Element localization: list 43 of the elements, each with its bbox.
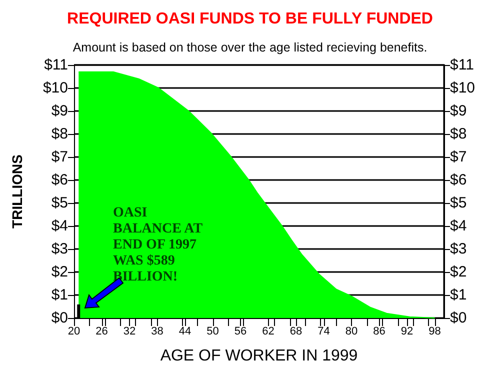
y2-tick-label: $8 xyxy=(450,126,467,142)
y-tick-label: $2 xyxy=(51,264,68,280)
x-tick-label: 44 xyxy=(178,326,192,338)
x-tick-label: 32 xyxy=(123,326,136,338)
y-tick-label: $0 xyxy=(51,310,68,326)
y2-tick-label: $5 xyxy=(450,194,467,212)
y-tick-label: $7 xyxy=(51,148,68,166)
y-tick-label: $11 xyxy=(44,56,68,74)
y-tick-label: $9 xyxy=(51,102,68,120)
y2-tick-label: $10 xyxy=(450,80,476,96)
y2-tick-label: $9 xyxy=(450,102,467,120)
x-tick-label: 56 xyxy=(234,326,247,338)
y2-tick-label: $4 xyxy=(450,218,467,234)
y2-tick-label: $7 xyxy=(450,148,467,166)
y-tick-label: $6 xyxy=(51,172,68,188)
y-tick-label: $1 xyxy=(51,286,68,304)
y2-tick-label: $1 xyxy=(450,286,467,304)
y-tick-label: $3 xyxy=(51,240,68,258)
x-tick-label: 80 xyxy=(345,326,358,338)
x-tick-label: 26 xyxy=(96,326,108,338)
y2-tick-label: $3 xyxy=(450,240,467,258)
y2-tick-label: $6 xyxy=(450,172,467,188)
x-tick-label: 74 xyxy=(318,326,330,338)
y2-tick-label: $0 xyxy=(450,310,467,326)
chart-subtitle: Amount is based on those over the age listed recieving benefits. xyxy=(72,40,428,54)
x-tick-label: 50 xyxy=(206,326,219,338)
y-axis-title: TRILLIONS xyxy=(9,154,25,228)
x-tick-label: 92 xyxy=(400,326,414,338)
y2-tick-label: $2 xyxy=(450,264,467,280)
x-tick-label: 62 xyxy=(262,326,274,338)
y-tick-label: $4 xyxy=(51,218,68,234)
x-axis-title: AGE OF WORKER IN 1999 xyxy=(160,348,358,364)
x-tick-label: 68 xyxy=(290,326,302,338)
x-tick-label: 38 xyxy=(151,326,164,338)
x-tick-label: 20 xyxy=(68,326,80,338)
y-tick-label: $5 xyxy=(51,194,68,212)
annotation: OASI BALANCE AT END OF 1997 WAS $589 BILLION! xyxy=(113,206,206,284)
chart-title: REQUIRED OASI FUNDS TO BE FULLY FUNDED xyxy=(67,10,433,28)
y-tick-label: $8 xyxy=(51,126,68,142)
y2-tick-label: $11 xyxy=(450,56,474,74)
y-tick-label: $10 xyxy=(42,80,68,96)
x-tick-label: 86 xyxy=(373,326,386,338)
x-tick-label: 98 xyxy=(428,326,441,338)
